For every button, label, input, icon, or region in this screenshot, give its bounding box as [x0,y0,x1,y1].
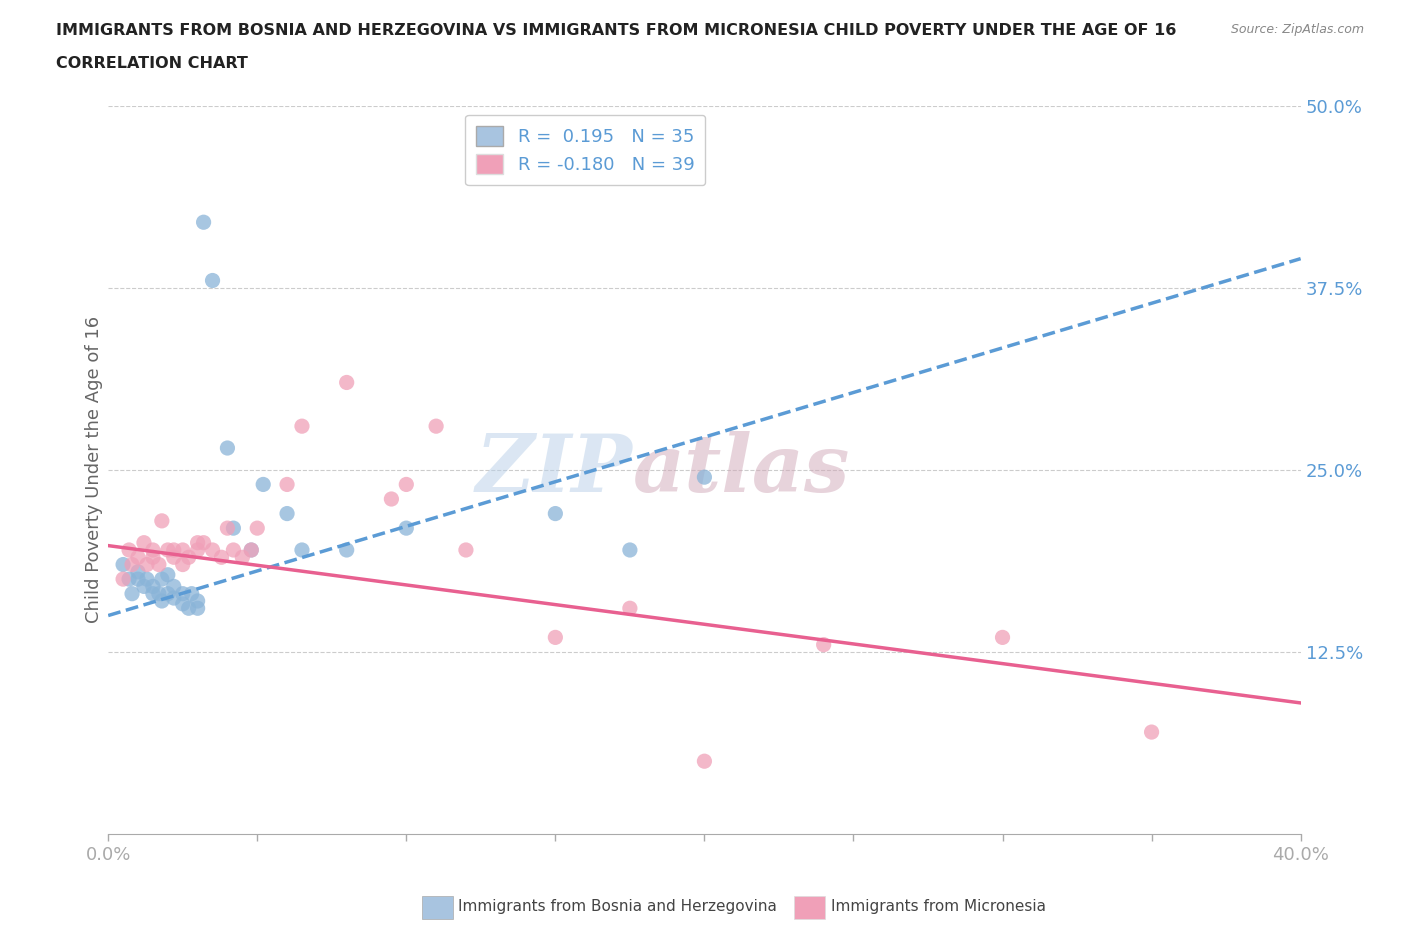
Point [148,586,170,601]
Point [112,572,135,587]
Point [132,579,155,594]
Point [231,550,253,565]
Point [991,630,1014,644]
Point [187,536,209,551]
Point [163,542,186,557]
Point [276,506,298,521]
Point [211,550,233,565]
Point [187,601,209,616]
Point [380,492,402,507]
Point [148,557,170,572]
Point [118,542,141,557]
Point [222,521,245,536]
Point [1140,724,1163,739]
Text: Source: ZipAtlas.com: Source: ZipAtlas.com [1230,23,1364,36]
Point [150,513,173,528]
Point [425,418,447,433]
Point [217,441,239,456]
Point [132,536,155,551]
Text: ZIP: ZIP [477,432,633,509]
Point [395,477,418,492]
Point [240,542,263,557]
Point [619,542,641,557]
Point [544,506,567,521]
Point [142,542,165,557]
Point [693,470,716,485]
Text: Immigrants from Micronesia: Immigrants from Micronesia [831,899,1046,914]
Point [291,542,314,557]
Text: CORRELATION CHART: CORRELATION CHART [56,56,247,71]
Point [544,630,567,644]
Point [112,557,135,572]
Point [187,593,209,608]
Point [222,542,245,557]
Point [193,536,215,551]
Point [240,542,263,557]
Point [252,477,274,492]
Point [172,586,194,601]
Point [156,567,179,582]
Point [136,557,159,572]
Legend: R =  0.195   N = 35, R = -0.180   N = 39: R = 0.195 N = 35, R = -0.180 N = 39 [465,114,706,185]
Point [127,550,149,565]
Point [246,521,269,536]
Point [336,542,359,557]
Point [395,521,418,536]
Point [454,542,477,557]
Point [336,375,359,390]
Point [163,579,186,594]
Point [201,542,224,557]
Point [127,572,149,587]
Point [172,596,194,611]
Point [201,273,224,288]
Text: Immigrants from Bosnia and Herzegovina: Immigrants from Bosnia and Herzegovina [458,899,778,914]
Point [187,542,209,557]
Point [142,550,165,565]
Point [150,593,173,608]
Y-axis label: Child Poverty Under the Age of 16: Child Poverty Under the Age of 16 [86,316,103,623]
Point [193,215,215,230]
Point [142,579,165,594]
Point [121,586,143,601]
Point [291,418,314,433]
Point [177,601,200,616]
Point [172,557,194,572]
Point [180,586,202,601]
Point [163,591,186,605]
Text: atlas: atlas [633,432,851,509]
Point [127,565,149,579]
Point [177,550,200,565]
Point [172,542,194,557]
Point [619,601,641,616]
Point [136,572,159,587]
Point [276,477,298,492]
Point [813,637,835,652]
Point [693,754,716,769]
Point [217,521,239,536]
Point [156,586,179,601]
Point [150,572,173,587]
Point [118,572,141,587]
Point [121,557,143,572]
Point [163,550,186,565]
Point [156,542,179,557]
Text: IMMIGRANTS FROM BOSNIA AND HERZEGOVINA VS IMMIGRANTS FROM MICRONESIA CHILD POVER: IMMIGRANTS FROM BOSNIA AND HERZEGOVINA V… [56,23,1177,38]
Point [142,586,165,601]
